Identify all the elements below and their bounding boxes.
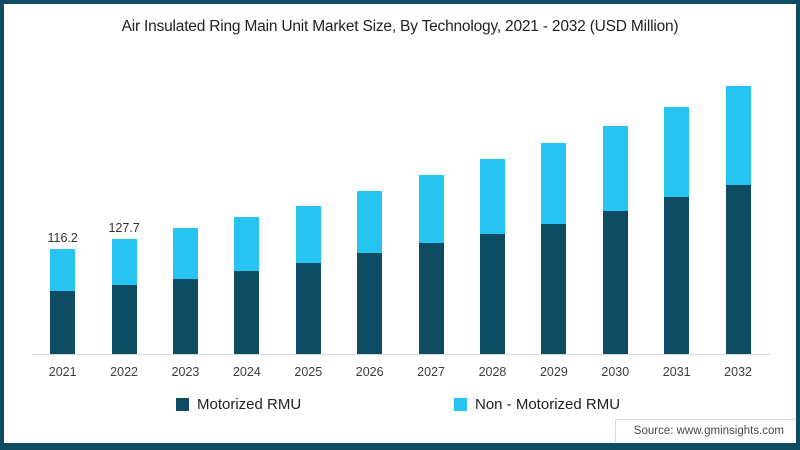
bar-value-label: 116.2 [47,231,78,246]
chart-title: Air Insulated Ring Main Unit Market Size… [121,18,679,35]
x-axis-label: 2030 [601,365,630,379]
bar-segment-non-motorized [295,205,321,263]
source-text: Source: www.gminsights.com [633,425,784,437]
x-axis-label: 2023 [171,365,200,379]
plot-area: 2021 116.2 2022 127.7 2023 2024 2025 2026 2027 20… [4,4,796,443]
x-axis-label: 2022 [110,365,138,379]
bar-segment-motorized [725,184,751,354]
bar-segment-non-motorized [725,86,751,185]
bar-segment-motorized [357,253,383,354]
bar-segment-motorized [664,197,690,354]
bar-segment-non-motorized [111,239,137,286]
bar-segment-non-motorized [480,158,505,235]
legend-label-motorized: Motorized RMU [197,396,302,413]
bar-segment-non-motorized [541,143,567,225]
x-axis-label: 2029 [539,365,568,379]
bar-segment-motorized [50,291,76,354]
bar-segment-motorized [602,211,628,354]
legend-label-non-motorized: Non - Motorized RMU [475,396,621,413]
bar-segment-motorized [111,285,137,354]
bar-segment-non-motorized [173,227,198,279]
x-axis-label: 2027 [417,365,445,379]
x-axis-label: 2028 [478,365,507,379]
bar-segment-non-motorized [664,107,690,198]
x-axis-label: 2031 [662,365,691,379]
x-axis-label: 2026 [355,365,384,379]
x-axis-label: 2024 [232,365,261,379]
legend-marker-non-motorized-icon [454,398,467,411]
source-attribution: Source: www.gminsights.com [614,419,796,443]
bar-segment-non-motorized [50,249,76,291]
legend-item-non-motorized: Non - Motorized RMU [454,396,620,413]
bar-segment-motorized [480,234,505,354]
bar-segment-motorized [418,242,444,354]
bar-segment-non-motorized [234,216,260,272]
legend-item-motorized: Motorized RMU [176,396,301,413]
x-axis-label: 2032 [724,365,752,379]
bar-segment-non-motorized [357,190,383,254]
bar-segment-non-motorized [418,175,444,243]
x-axis-label: 2025 [294,365,323,379]
bar-value-label: 127.7 [108,221,140,236]
bar-segment-non-motorized [602,126,628,212]
x-axis-line [32,354,770,355]
bar-segment-motorized [234,271,260,354]
bar-segment-motorized [295,262,321,354]
x-axis-label: 2021 [48,365,77,379]
bar-segment-motorized [541,224,567,354]
bar-segment-motorized [173,278,198,354]
legend-marker-motorized-icon [176,398,189,411]
